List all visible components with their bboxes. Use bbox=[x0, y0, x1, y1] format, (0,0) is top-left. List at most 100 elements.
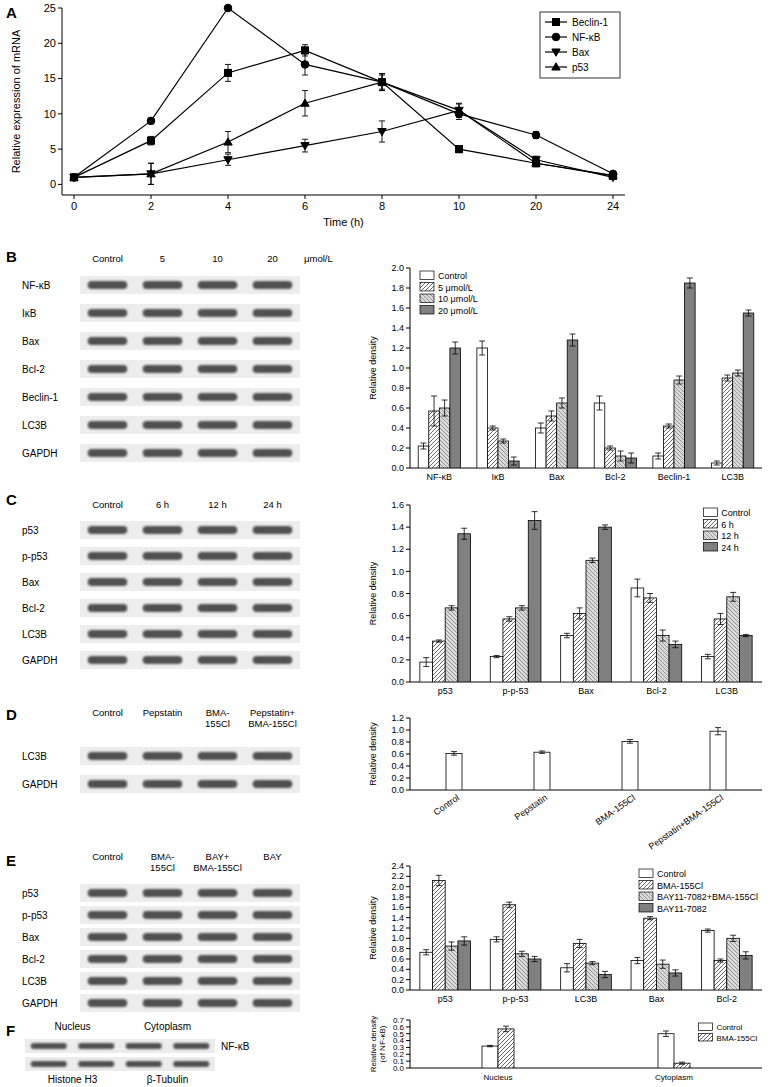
bar bbox=[605, 448, 616, 468]
bar bbox=[498, 1029, 514, 1068]
legend-swatch bbox=[420, 283, 434, 292]
bar bbox=[445, 946, 458, 990]
text-line: BMA- bbox=[206, 707, 230, 718]
y-tick bbox=[58, 184, 62, 185]
y-tick bbox=[406, 959, 410, 960]
error-bar bbox=[660, 960, 666, 968]
band bbox=[143, 552, 183, 560]
band bbox=[198, 911, 238, 919]
y-tick bbox=[406, 928, 410, 929]
band bbox=[173, 1043, 209, 1049]
band bbox=[88, 393, 128, 401]
error-bar bbox=[589, 558, 595, 562]
y-tick bbox=[406, 948, 410, 949]
error-bar bbox=[743, 634, 749, 636]
y-tick-label: 0.6 bbox=[391, 403, 404, 413]
band bbox=[253, 281, 293, 289]
bar bbox=[663, 426, 674, 468]
row-label: GAPDH bbox=[22, 448, 58, 459]
y-tick-label: 0.8 bbox=[391, 589, 404, 599]
bar bbox=[594, 403, 605, 468]
y-tick-label: 0.6 bbox=[391, 749, 404, 759]
bar bbox=[450, 348, 461, 468]
bar bbox=[743, 313, 754, 468]
band bbox=[143, 999, 183, 1007]
marker bbox=[455, 106, 463, 113]
row-label: Beclin-1 bbox=[22, 392, 59, 403]
bar bbox=[599, 527, 612, 682]
legend: ControlBMA-155Cl bbox=[698, 1023, 757, 1043]
membrane bbox=[25, 1039, 215, 1053]
row-label: LC3B bbox=[22, 629, 47, 640]
legend-swatch bbox=[698, 1034, 712, 1042]
legend-swatch bbox=[420, 294, 434, 303]
error-bar bbox=[717, 613, 723, 624]
y-tick-label: 1.2 bbox=[391, 544, 404, 554]
marker bbox=[224, 4, 232, 12]
y-tick bbox=[406, 907, 410, 908]
membrane bbox=[80, 928, 300, 946]
y-tick-label: 15 bbox=[44, 72, 56, 84]
x-tick bbox=[74, 195, 75, 199]
x-tick-label: 0 bbox=[71, 200, 77, 212]
unit-label: μmol/L bbox=[304, 253, 333, 264]
y-tick-label: 0.8 bbox=[391, 944, 404, 954]
series-line bbox=[74, 50, 613, 177]
legend-swatch bbox=[420, 306, 434, 315]
membrane bbox=[80, 332, 300, 350]
band bbox=[88, 309, 128, 317]
membrane bbox=[80, 360, 300, 378]
error-bar bbox=[672, 970, 678, 976]
membrane bbox=[80, 950, 300, 968]
error-bar bbox=[735, 370, 741, 376]
y-tick-label: 0.2 bbox=[391, 773, 404, 783]
legend-label: Control bbox=[438, 271, 467, 281]
marker bbox=[378, 128, 386, 135]
bar bbox=[561, 636, 574, 682]
error-bar bbox=[577, 939, 583, 947]
bar bbox=[567, 340, 578, 468]
bar bbox=[503, 905, 516, 990]
bar bbox=[722, 378, 733, 468]
band bbox=[143, 309, 183, 317]
row-label: LC3B bbox=[22, 976, 47, 987]
x-tick-label: 20 bbox=[530, 200, 542, 212]
y-tick-label: 1.6 bbox=[391, 303, 404, 313]
error-bar bbox=[647, 594, 653, 603]
error-bar bbox=[602, 525, 608, 529]
error-bar bbox=[647, 917, 653, 920]
error-bar bbox=[423, 658, 429, 667]
marker bbox=[532, 159, 540, 166]
error-bar bbox=[511, 457, 517, 465]
legend-marker bbox=[552, 33, 560, 41]
band bbox=[143, 911, 183, 919]
legend: Beclin-1NF-κBBaxp53 bbox=[540, 12, 620, 78]
x-tick bbox=[536, 195, 537, 199]
error-bar bbox=[533, 131, 539, 138]
y-tick-label: 0.8 bbox=[391, 383, 404, 393]
legend-box bbox=[540, 12, 620, 78]
band bbox=[253, 421, 293, 429]
band bbox=[253, 977, 293, 985]
lane-label: 5 bbox=[160, 253, 165, 264]
band bbox=[143, 365, 183, 373]
y-tick bbox=[406, 938, 410, 939]
band bbox=[88, 365, 128, 373]
error-bar bbox=[519, 951, 525, 956]
y-tick bbox=[406, 328, 410, 329]
band bbox=[253, 552, 293, 560]
y-tick-label: 0.0 bbox=[391, 985, 404, 995]
y-tick-label: 0.2 bbox=[391, 975, 404, 985]
error-bar bbox=[302, 54, 308, 75]
band bbox=[253, 889, 293, 897]
marker bbox=[301, 99, 309, 106]
y-tick bbox=[406, 268, 410, 269]
row-label: NF-κB bbox=[22, 280, 51, 291]
row-label: Bcl-2 bbox=[22, 603, 45, 614]
band bbox=[88, 526, 128, 534]
y-tick bbox=[406, 897, 410, 898]
error-bar bbox=[717, 959, 723, 962]
error-bar bbox=[715, 728, 721, 735]
y-tick-label: 0.0 bbox=[391, 785, 404, 795]
bar bbox=[739, 636, 752, 682]
